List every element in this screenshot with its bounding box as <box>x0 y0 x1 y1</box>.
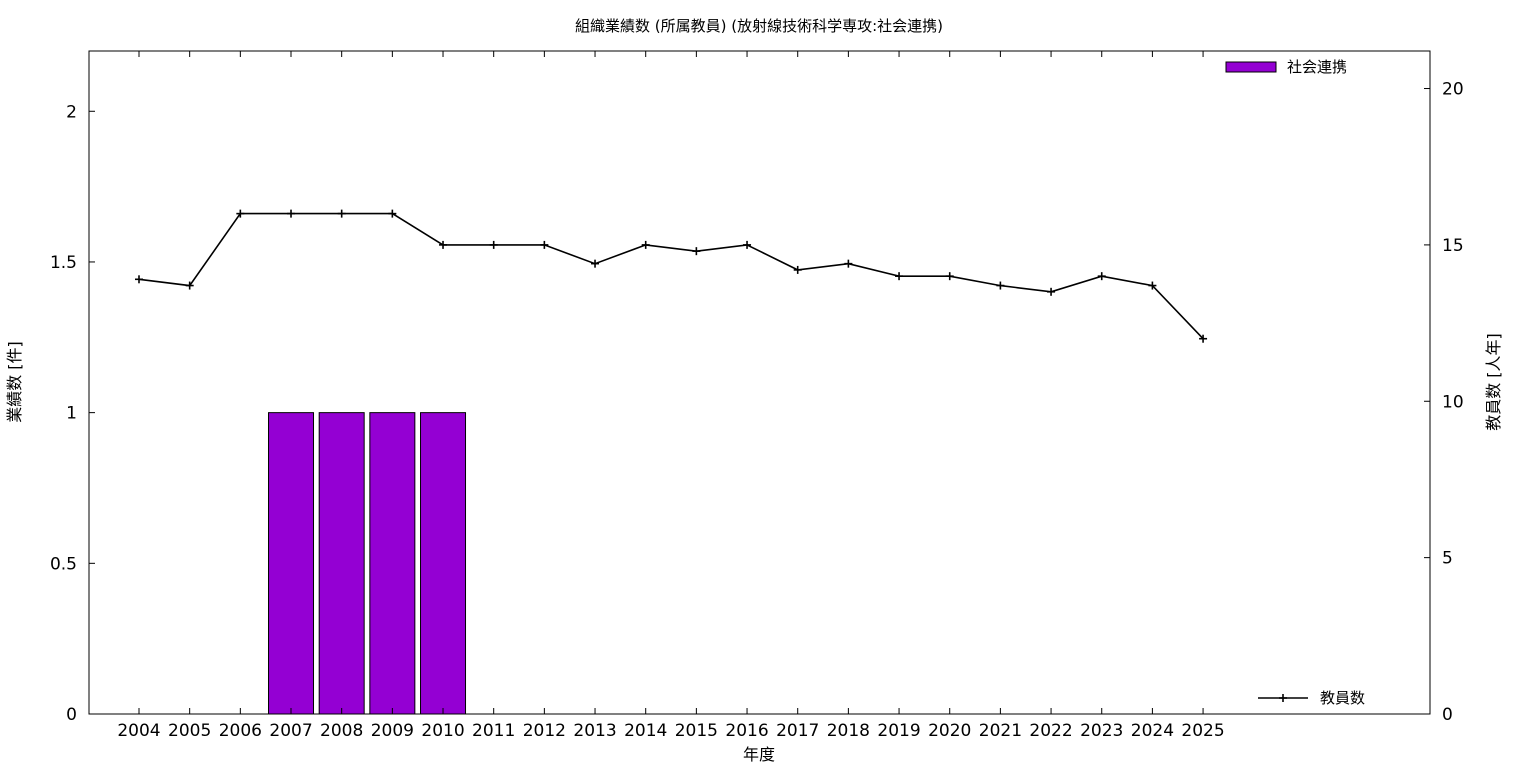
line-point <box>337 209 346 218</box>
bar-series-group <box>268 412 467 715</box>
x-tick-label: 2010 <box>421 721 464 741</box>
bar <box>420 412 467 715</box>
x-tick-label: 2025 <box>1181 721 1224 741</box>
line-point <box>641 240 650 249</box>
line-point <box>287 209 296 218</box>
x-tick-label: 2005 <box>168 721 211 741</box>
line-point <box>793 265 802 274</box>
legend-bar-label: 社会連携 <box>1287 58 1347 76</box>
line-point <box>1047 287 1056 296</box>
y2-tick-label: 15 <box>1442 236 1464 256</box>
y2-tick-label: 0 <box>1442 705 1453 725</box>
line-point <box>489 240 498 249</box>
line-point <box>1148 281 1157 290</box>
y-tick-label: 1.5 <box>50 253 77 273</box>
line-point <box>844 259 853 268</box>
line-point <box>692 247 701 256</box>
x-tick-label: 2021 <box>979 721 1022 741</box>
x-tick-label: 2011 <box>472 721 515 741</box>
x-axis-label: 年度 <box>743 745 775 764</box>
line-point <box>591 259 600 268</box>
x-axis: 2004 2005 2006 2007 2008 2009 2010 2011 2012 2013… <box>117 51 1225 741</box>
line-point <box>996 281 1005 290</box>
legend-line-label: 教員数 <box>1320 689 1365 707</box>
x-tick-label: 2004 <box>117 721 160 741</box>
line-point <box>1097 272 1106 281</box>
y-axis-right: 0 5 10 15 20 <box>1424 80 1464 725</box>
line-point <box>743 240 752 249</box>
x-tick-label: 2017 <box>776 721 819 741</box>
x-tick-label: 2019 <box>877 721 920 741</box>
line-point <box>185 281 194 290</box>
x-tick-label: 2020 <box>928 721 971 741</box>
x-tick-label: 2022 <box>1029 721 1072 741</box>
y-tick-label: 1 <box>66 404 77 424</box>
chart-title: 組織業績数 (所属教員) (放射線技術科学専攻:社会連携) <box>575 17 943 35</box>
x-tick-label: 2014 <box>624 721 667 741</box>
line-point <box>135 275 143 284</box>
line-point <box>540 240 549 249</box>
x-tick-label: 2016 <box>725 721 768 741</box>
line-point <box>439 240 448 249</box>
bar <box>369 412 416 715</box>
x-tick-label: 2018 <box>827 721 870 741</box>
line-series-path <box>138 212 1204 340</box>
y2-tick-label: 5 <box>1442 549 1453 569</box>
line-point <box>945 272 954 281</box>
y2-axis-label: 教員数 [人年] <box>1484 333 1503 431</box>
bar <box>268 412 315 715</box>
x-tick-label: 2013 <box>573 721 616 741</box>
line-point <box>1199 334 1208 343</box>
x-tick-label: 2023 <box>1080 721 1123 741</box>
x-tick-label: 2006 <box>219 721 262 741</box>
legend-bar: 社会連携 <box>1225 58 1347 76</box>
line-point <box>236 209 245 218</box>
y-tick-label: 0.5 <box>50 554 77 574</box>
y-tick-label: 0 <box>66 705 77 725</box>
bar <box>318 412 365 715</box>
line-point <box>895 272 904 281</box>
y-tick-label: 2 <box>66 102 77 122</box>
y2-tick-label: 20 <box>1442 80 1464 100</box>
legend-bar-swatch <box>1225 61 1277 73</box>
x-tick-label: 2009 <box>371 721 414 741</box>
y-axis-left: 0 0.5 1 1.5 2 <box>50 102 95 725</box>
x-tick-label: 2024 <box>1131 721 1174 741</box>
plot-frame <box>88 50 1431 715</box>
y-axis-label: 業績数 [件] <box>5 341 24 423</box>
x-tick-label: 2008 <box>320 721 363 741</box>
x-tick-label: 2007 <box>269 721 312 741</box>
line-series-group <box>135 209 1208 343</box>
legend-line: 教員数 <box>1258 689 1365 707</box>
x-tick-label: 2015 <box>675 721 718 741</box>
x-tick-label: 2012 <box>523 721 566 741</box>
y2-tick-label: 10 <box>1442 392 1464 412</box>
line-point <box>388 209 397 218</box>
